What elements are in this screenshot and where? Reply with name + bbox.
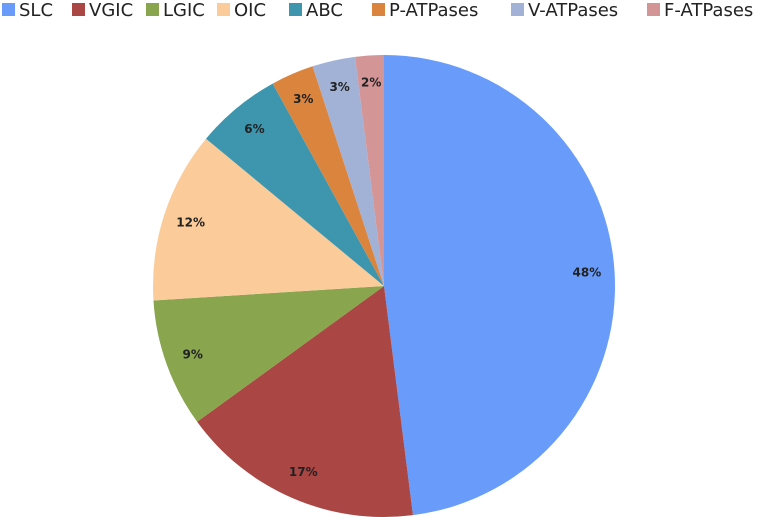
- pie-slice: [153, 286, 384, 422]
- pie-slice: [197, 286, 413, 517]
- legend-swatch: [2, 3, 15, 16]
- pie-slice: [312, 56, 384, 286]
- legend-swatch: [146, 3, 159, 16]
- legend-label: SLC: [19, 0, 53, 21]
- pie-slice: [153, 138, 384, 301]
- legend-swatch: [217, 3, 230, 16]
- pie-slice: [355, 55, 384, 286]
- legend-label: VGIC: [89, 0, 133, 21]
- data-label: 3%: [293, 92, 313, 106]
- legend-label: V-ATPases: [528, 0, 618, 21]
- legend-label: OIC: [234, 0, 266, 21]
- data-label: 48%: [573, 266, 602, 280]
- data-label: 12%: [176, 216, 205, 230]
- pie-slice: [384, 55, 615, 516]
- legend-label: P-ATPases: [389, 0, 478, 21]
- legend-swatch: [372, 3, 385, 16]
- pie-slice: [206, 83, 384, 287]
- data-label: 17%: [289, 465, 318, 479]
- legend-label: LGIC: [163, 0, 205, 21]
- legend-swatch: [289, 3, 302, 16]
- legend-swatch: [647, 3, 660, 16]
- data-label: 3%: [329, 80, 349, 94]
- legend-label: F-ATPases: [664, 0, 753, 21]
- legend-swatch: [72, 3, 85, 16]
- legend-swatch: [511, 3, 524, 16]
- data-label: 9%: [183, 347, 203, 361]
- data-label: 2%: [361, 76, 381, 90]
- data-label: 6%: [244, 122, 264, 136]
- pie-slice: [272, 66, 384, 287]
- legend-label: ABC: [306, 0, 343, 21]
